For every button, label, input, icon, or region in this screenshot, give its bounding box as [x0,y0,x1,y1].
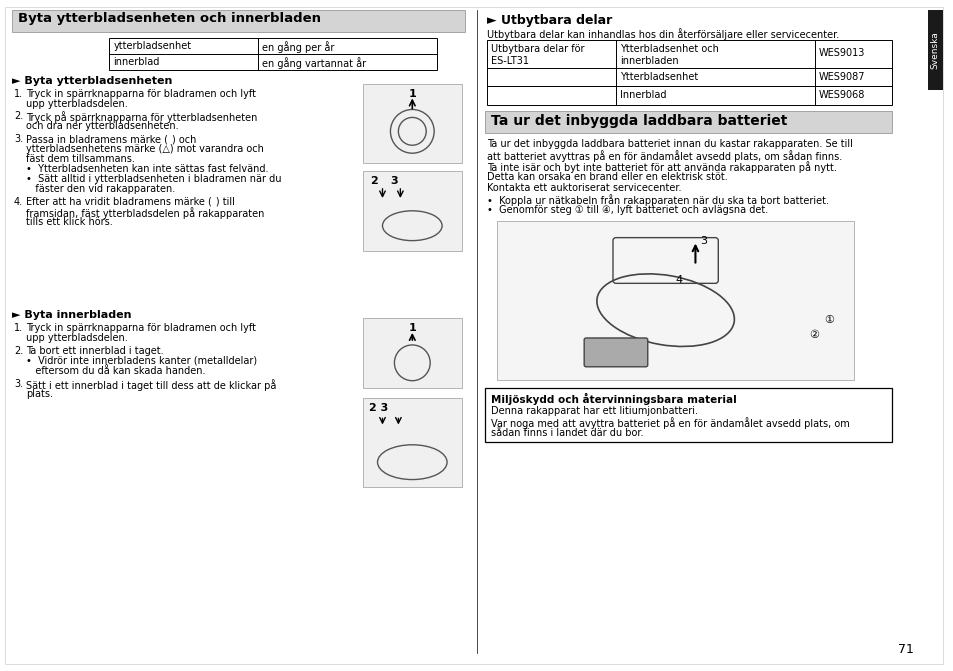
Text: Kontakta ett auktoriserat servicecenter.: Kontakta ett auktoriserat servicecenter. [486,183,680,193]
Text: 1.: 1. [14,323,23,333]
Text: Efter att ha vridit bladramens märke (  ) till: Efter att ha vridit bladramens märke ( )… [26,197,234,207]
Text: ytterbladsenhet: ytterbladsenhet [113,41,192,51]
Text: Utbytbara delar kan inhandlas hos din återförsäljare eller servicecenter.: Utbytbara delar kan inhandlas hos din åt… [486,28,839,40]
Bar [362,318,461,388]
Text: framsidan, fäst ytterbladsdelen på rakapparaten: framsidan, fäst ytterbladsdelen på rakap… [26,207,264,219]
Bar [362,171,461,250]
Text: 1: 1 [408,323,416,333]
Text: 2 3: 2 3 [368,403,388,413]
Text: 3.: 3. [14,378,23,389]
Text: 4.: 4. [14,197,23,207]
Text: tills ett klick hörs.: tills ett klick hörs. [26,217,112,227]
FancyBboxPatch shape [583,338,647,367]
Text: 2.: 2. [14,346,23,356]
Text: Ta ur det inbyggda laddbara batteriet: Ta ur det inbyggda laddbara batteriet [490,115,786,128]
Text: 2.: 2. [14,111,23,121]
Text: Detta kan orsaka en brand eller en elektrisk stöt.: Detta kan orsaka en brand eller en elekt… [486,172,727,182]
Text: ②: ② [809,330,819,340]
Text: Sätt i ett innerblad i taget till dess att de klickar på: Sätt i ett innerblad i taget till dess a… [26,378,276,391]
Text: WES9087: WES9087 [818,72,864,82]
Text: sådan finns i landet där du bor.: sådan finns i landet där du bor. [490,428,642,438]
Text: fäster den vid rakapparaten.: fäster den vid rakapparaten. [26,184,175,194]
Text: Utbytbara delar för
ES-LT31: Utbytbara delar för ES-LT31 [490,44,583,66]
Text: 4: 4 [675,275,682,285]
Text: att batteriet avyttras på en för ändamålet avsedd plats, om sådan finns.: att batteriet avyttras på en för ändamål… [486,150,841,162]
Text: 71: 71 [897,643,913,656]
Text: 1: 1 [408,89,416,99]
Text: eftersom du då kan skada handen.: eftersom du då kan skada handen. [26,366,205,376]
Text: ► Byta innerbladen: ► Byta innerbladen [11,310,132,320]
Text: Ta ur det inbyggda laddbara batteriet innan du kastar rakapparaten. Se till: Ta ur det inbyggda laddbara batteriet in… [486,140,852,149]
Bar [484,388,891,442]
Text: upp ytterbladsdelen.: upp ytterbladsdelen. [26,333,128,343]
Bar [486,40,891,105]
Text: ytterbladsenhetens märke (△) mot varandra och: ytterbladsenhetens märke (△) mot varandr… [26,144,263,154]
Text: fäst dem tillsammans.: fäst dem tillsammans. [26,154,134,164]
Text: 1.: 1. [14,89,23,99]
Bar [484,111,891,134]
Text: Innerblad: Innerblad [619,90,666,99]
Text: en gång per år: en gång per år [262,41,335,53]
Text: 3: 3 [700,236,707,246]
Text: Ytterbladsenhet: Ytterbladsenhet [619,72,698,82]
Text: plats.: plats. [26,389,52,399]
Text: 3.: 3. [14,134,23,144]
Text: Miljöskydd och återvinningsbara material: Miljöskydd och återvinningsbara material [490,393,736,405]
Text: Ta inte isär och byt inte batteriet för att använda rakapparaten på nytt.: Ta inte isär och byt inte batteriet för … [486,161,836,173]
Bar [110,38,436,70]
Text: Tryck på spärrknapparna för ytterbladsenheten: Tryck på spärrknapparna för ytterbladsen… [26,111,257,123]
Text: Ta bort ett innerblad i taget.: Ta bort ett innerblad i taget. [26,346,163,356]
Text: Byta ytterbladsenheten och innerbladen: Byta ytterbladsenheten och innerbladen [18,12,320,25]
Text: 3: 3 [390,176,397,186]
Text: •  Vidrör inte innerbladens kanter (metalldelar): • Vidrör inte innerbladens kanter (metal… [26,356,256,366]
Bar [497,221,854,380]
Text: ► Utbytbara delar: ► Utbytbara delar [486,14,612,27]
Text: •  Ytterbladsenheten kan inte sättas fast felvänd.: • Ytterbladsenheten kan inte sättas fast… [26,164,268,174]
Text: WES9013: WES9013 [818,48,864,58]
Text: ► Byta ytterbladsenheten: ► Byta ytterbladsenheten [11,76,172,86]
Text: ①: ① [823,315,834,325]
Text: en gång vartannat år: en gång vartannat år [262,57,366,68]
Text: 2: 2 [370,176,378,186]
Text: Passa in bladramens märke (  ) och: Passa in bladramens märke ( ) och [26,134,196,144]
Text: Svenska: Svenska [930,31,939,68]
Text: upp ytterbladsdelen.: upp ytterbladsdelen. [26,99,128,109]
Text: •  Genomför steg ① till ④, lyft batteriet och avlägsna det.: • Genomför steg ① till ④, lyft batteriet… [486,205,767,215]
Text: Denna rakapparat har ett litiumjonbatteri.: Denna rakapparat har ett litiumjonbatter… [490,405,697,415]
Bar [11,10,464,32]
Text: WES9068: WES9068 [818,90,864,99]
Text: Ytterbladsenhet och
innerbladen: Ytterbladsenhet och innerbladen [619,44,718,66]
Bar [362,398,461,487]
Text: •  Koppla ur nätkabeln från rakapparaten när du ska ta bort batteriet.: • Koppla ur nätkabeln från rakapparaten … [486,194,828,206]
Text: Tryck in spärrknapparna för bladramen och lyft: Tryck in spärrknapparna för bladramen oc… [26,89,255,99]
Text: •  Sätt alltid i ytterbladsenheten i bladramen när du: • Sätt alltid i ytterbladsenheten i blad… [26,174,281,184]
Bar [362,84,461,163]
Bar [927,10,942,90]
Text: Tryck in spärrknapparna för bladramen och lyft: Tryck in spärrknapparna för bladramen oc… [26,323,255,333]
Text: Var noga med att avyttra batteriet på en för ändamålet avsedd plats, om: Var noga med att avyttra batteriet på en… [490,417,848,429]
Text: och dra ner ytterbladsenheten.: och dra ner ytterbladsenheten. [26,121,178,132]
Text: innerblad: innerblad [113,57,159,67]
